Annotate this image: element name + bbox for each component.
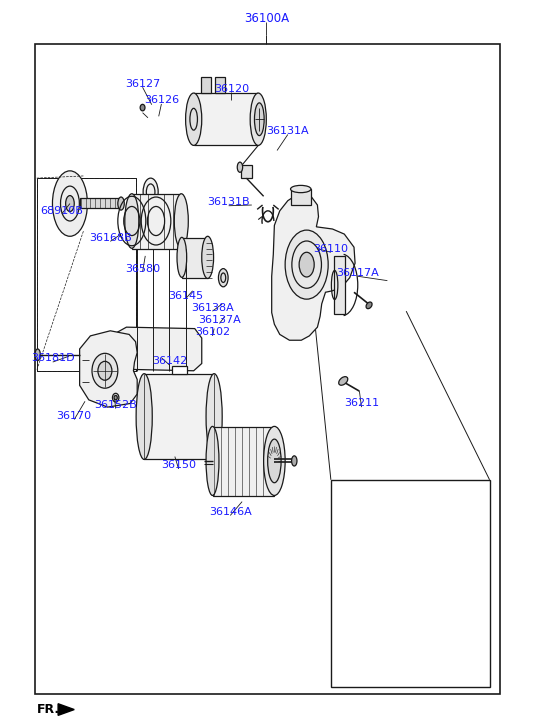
Ellipse shape (366, 302, 372, 309)
Polygon shape (80, 331, 137, 407)
Bar (172, 366, 187, 374)
Bar (132, 194, 181, 249)
Ellipse shape (174, 193, 188, 249)
Ellipse shape (291, 185, 311, 193)
Ellipse shape (202, 236, 214, 278)
Text: 36127: 36127 (125, 79, 160, 89)
Ellipse shape (250, 93, 266, 145)
Text: 36150: 36150 (161, 460, 196, 470)
Text: 36137A: 36137A (198, 315, 241, 325)
Polygon shape (272, 193, 355, 340)
Bar (80, 198, 120, 208)
Text: 36100A: 36100A (244, 12, 289, 25)
Ellipse shape (267, 439, 281, 483)
Text: 36211: 36211 (344, 398, 379, 409)
Text: 68910B: 68910B (40, 206, 83, 216)
Text: 36181D: 36181D (31, 353, 75, 364)
Text: 36146A: 36146A (209, 507, 252, 517)
Ellipse shape (114, 395, 117, 400)
Text: 36580: 36580 (125, 264, 160, 274)
Polygon shape (117, 327, 202, 371)
Ellipse shape (66, 196, 74, 212)
Text: 36117A: 36117A (336, 268, 379, 278)
Ellipse shape (264, 426, 285, 496)
Text: 36152B: 36152B (94, 400, 137, 410)
Ellipse shape (143, 178, 158, 206)
Text: 36120: 36120 (214, 84, 249, 94)
Text: 36110: 36110 (313, 244, 349, 254)
Bar (334, 256, 345, 314)
Text: 36102: 36102 (195, 327, 230, 337)
Ellipse shape (254, 103, 264, 135)
Ellipse shape (206, 374, 222, 459)
Bar (331, 480, 490, 687)
Text: 36131A: 36131A (266, 126, 309, 136)
Ellipse shape (237, 162, 243, 172)
Ellipse shape (140, 105, 145, 111)
Bar (144, 374, 214, 459)
Bar (37, 178, 136, 371)
Ellipse shape (52, 171, 87, 236)
Ellipse shape (136, 374, 152, 459)
Ellipse shape (292, 456, 297, 466)
Ellipse shape (206, 426, 219, 496)
Bar (213, 427, 274, 496)
Text: 36145: 36145 (168, 291, 203, 301)
Text: 36168B: 36168B (89, 233, 132, 244)
Ellipse shape (98, 361, 112, 380)
Ellipse shape (112, 393, 119, 402)
Text: 36170: 36170 (56, 411, 92, 421)
Ellipse shape (339, 377, 348, 385)
Bar (182, 238, 208, 278)
Bar (241, 165, 252, 178)
Text: 36131B: 36131B (207, 197, 250, 207)
Text: FR.: FR. (37, 703, 60, 716)
Ellipse shape (186, 93, 202, 145)
Ellipse shape (177, 237, 187, 278)
Ellipse shape (299, 252, 314, 277)
Text: 36142: 36142 (152, 356, 187, 366)
Bar (201, 77, 211, 93)
Ellipse shape (118, 197, 124, 210)
Ellipse shape (125, 193, 139, 249)
Ellipse shape (218, 269, 228, 286)
Text: 36126: 36126 (144, 95, 179, 105)
Ellipse shape (285, 230, 328, 300)
Text: 36138A: 36138A (191, 302, 234, 313)
Bar (215, 77, 225, 93)
Ellipse shape (35, 349, 40, 361)
Bar (194, 93, 258, 145)
Polygon shape (58, 704, 74, 715)
Bar (37, 178, 136, 371)
Ellipse shape (92, 353, 118, 388)
Bar (35, 44, 500, 694)
Bar (291, 189, 311, 205)
